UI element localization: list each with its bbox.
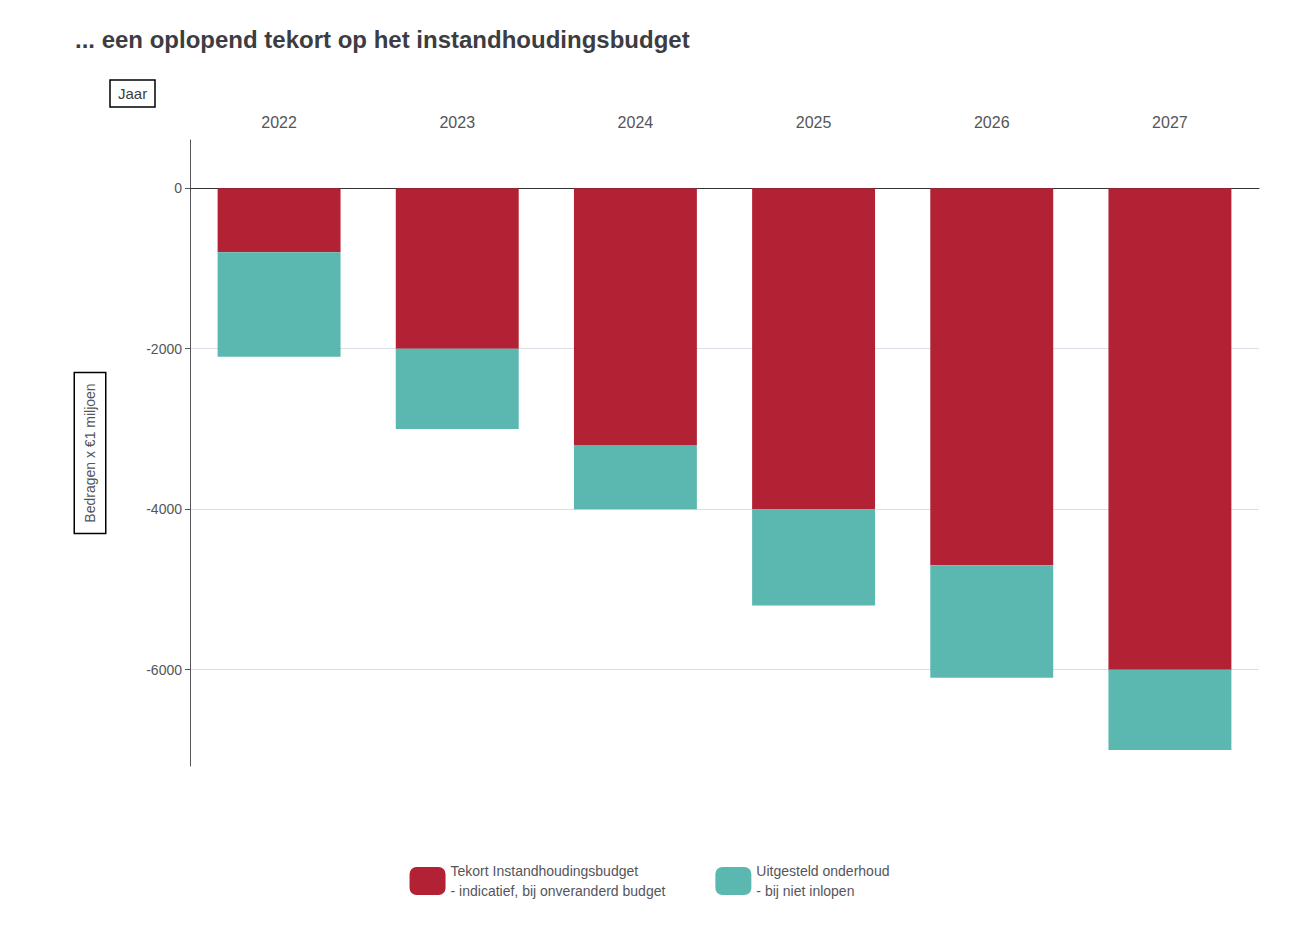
svg-text:Uitgesteld onderhoud: Uitgesteld onderhoud — [756, 863, 889, 879]
svg-text:0: 0 — [174, 180, 182, 196]
svg-text:-4000: -4000 — [146, 501, 182, 517]
svg-text:Bedragen x €1 miljoen: Bedragen x €1 miljoen — [82, 383, 98, 522]
svg-text:2026: 2026 — [974, 114, 1010, 131]
svg-text:2023: 2023 — [439, 114, 475, 131]
svg-text:2022: 2022 — [261, 114, 297, 131]
svg-text:2027: 2027 — [1152, 114, 1188, 131]
svg-text:2025: 2025 — [796, 114, 832, 131]
svg-text:Jaar: Jaar — [118, 85, 147, 102]
svg-text:Tekort Instandhoudingsbudget: Tekort Instandhoudingsbudget — [451, 863, 639, 879]
svg-text:- indicatief, bij onveranderd: - indicatief, bij onveranderd budget — [451, 883, 666, 899]
svg-text:... een oplopend tekort op het: ... een oplopend tekort op het instandho… — [75, 26, 690, 53]
svg-text:- bij niet inlopen: - bij niet inlopen — [756, 883, 854, 899]
svg-text:-2000: -2000 — [146, 341, 182, 357]
svg-text:2024: 2024 — [618, 114, 654, 131]
svg-text:-6000: -6000 — [146, 662, 182, 678]
